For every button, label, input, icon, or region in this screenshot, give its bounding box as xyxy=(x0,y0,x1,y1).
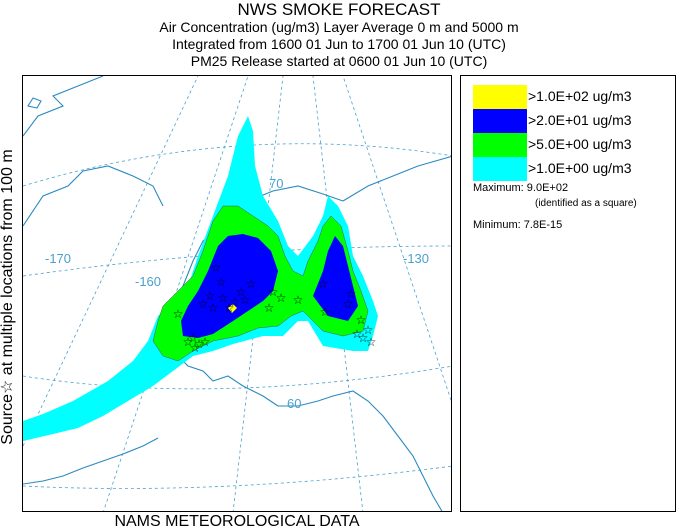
lon-line-150 xyxy=(232,76,284,511)
source-star-27: ☆ xyxy=(240,293,251,307)
release-info: PM25 Release started at 0600 01 Jun 10 (… xyxy=(190,53,488,69)
source-star-1: ☆ xyxy=(205,289,216,303)
legend-panel: >1.0E+02 ug/m3 >2.0E+01 ug/m3 >5.0E+00 u… xyxy=(460,75,676,512)
legend-item-5: >5.0E+00 ug/m3 xyxy=(473,133,673,157)
coast-canada xyxy=(342,155,451,202)
legend-label-5: >5.0E+00 ug/m3 xyxy=(528,136,632,152)
coast-aleutians xyxy=(23,437,159,485)
source-star-29: ☆ xyxy=(208,301,219,315)
graticule-labels: -170 -160 -130 70 60 xyxy=(45,176,429,411)
source-star-20: ☆ xyxy=(346,287,357,301)
coast-siberia xyxy=(23,76,104,137)
lat-label-70: 70 xyxy=(269,176,283,191)
source-star-14: ☆ xyxy=(268,285,279,299)
legend-label-100: >1.0E+02 ug/m3 xyxy=(528,88,632,104)
source-locations-label: Source☆ at multiple locations from 100 m xyxy=(0,149,16,445)
source-star-0: ☆ xyxy=(211,261,222,275)
coastline xyxy=(23,76,451,511)
source-markers: ☆☆☆ ☆☆☆☆☆☆☆☆☆ ☆☆☆☆☆☆☆☆☆☆☆☆☆☆☆☆☆☆ xyxy=(173,261,377,355)
source-star-17: ☆ xyxy=(293,293,304,307)
smoke-map: ☆ ☆ ☆ ☆ ☆ ☆ ☆ ☆ ☆ ☆ ☆ ☆ ☆ ☆ ☆ ☆ ☆ ☆ ☆ ☆ ☆ ☆ ☆ ☆ ☆ ☆ ☆ ☆ ☆ ☆ -170 -160… xyxy=(22,75,452,512)
source-star-8: ☆ xyxy=(173,307,184,321)
source-star-16: ☆ xyxy=(264,301,275,315)
lat-line-70 xyxy=(23,143,451,187)
plume-band-20 xyxy=(181,234,358,338)
lon-line-170 xyxy=(23,76,199,447)
source-star-4: ☆ xyxy=(224,301,235,315)
source-star-3: ☆ xyxy=(218,291,229,305)
legend-item-20: >2.0E+01 ug/m3 xyxy=(473,109,673,133)
meteorological-data-label: NAMS METEOROLOGICAL DATA xyxy=(114,513,360,530)
coast-gulf-of-alaska xyxy=(278,390,443,511)
legend-swatch-100 xyxy=(473,85,527,109)
lat-line-65 xyxy=(23,245,451,277)
source-star-28: ☆ xyxy=(216,275,227,289)
source-star-19: ☆ xyxy=(320,305,331,319)
lon-label-130: -130 xyxy=(403,251,429,266)
legend-item-100: >1.0E+02 ug/m3 xyxy=(473,85,673,109)
legend-label-20: >2.0E+01 ug/m3 xyxy=(528,112,632,128)
source-star-18: ☆ xyxy=(318,277,329,291)
legend-item-1: >1.0E+00 ug/m3 xyxy=(473,157,673,181)
source-star-9: ☆ xyxy=(188,331,199,345)
source-star-21: ☆ xyxy=(343,297,354,311)
lon-label-160: -160 xyxy=(135,274,161,289)
maximum-note: (identified as a square) xyxy=(535,198,637,209)
integration-period: Integrated from 1600 01 Jun to 1700 01 J… xyxy=(172,36,506,52)
source-star-11: ☆ xyxy=(183,335,194,349)
source-star-22: ☆ xyxy=(356,313,367,327)
legend-swatch-1 xyxy=(473,157,527,181)
source-star-6: ☆ xyxy=(236,285,247,299)
legend-swatch-5 xyxy=(473,133,527,157)
lat-line-60 xyxy=(23,365,451,390)
source-star-10: ☆ xyxy=(194,337,205,351)
source-star-24: ☆ xyxy=(358,331,369,345)
minimum-value: Minimum: 7.8E-15 xyxy=(473,219,563,231)
forecast-title: NWS SMOKE FORECAST xyxy=(237,0,441,19)
lon-label-170: -170 xyxy=(45,251,71,266)
source-star-5: ☆ xyxy=(230,295,241,309)
lon-line-130 xyxy=(342,76,451,402)
coast-chukotka xyxy=(23,165,164,227)
source-star-12: ☆ xyxy=(200,335,211,349)
lat-label-60: 60 xyxy=(287,396,301,411)
source-star-26: ☆ xyxy=(352,327,363,341)
coast-island-west xyxy=(27,97,42,109)
source-star-23: ☆ xyxy=(363,323,374,337)
concentration-subtitle: Air Concentration (ug/m3) Layer Average … xyxy=(159,19,519,35)
source-star-13: ☆ xyxy=(190,341,201,355)
contour-outline-5 xyxy=(152,205,369,362)
plume-band-100 xyxy=(228,304,237,313)
contour-lines xyxy=(152,205,369,362)
source-star-15: ☆ xyxy=(276,291,287,305)
legend-swatch-20 xyxy=(473,109,527,133)
legend-label-1: >1.0E+00 ug/m3 xyxy=(528,160,632,176)
source-star-7: ☆ xyxy=(246,277,257,291)
lon-line-140 xyxy=(312,76,364,511)
source-star-25: ☆ xyxy=(366,335,377,349)
lat-line-55 xyxy=(23,465,451,489)
maximum-value: Maximum: 9.0E+02 xyxy=(473,182,569,194)
source-star-2: ☆ xyxy=(198,297,209,311)
